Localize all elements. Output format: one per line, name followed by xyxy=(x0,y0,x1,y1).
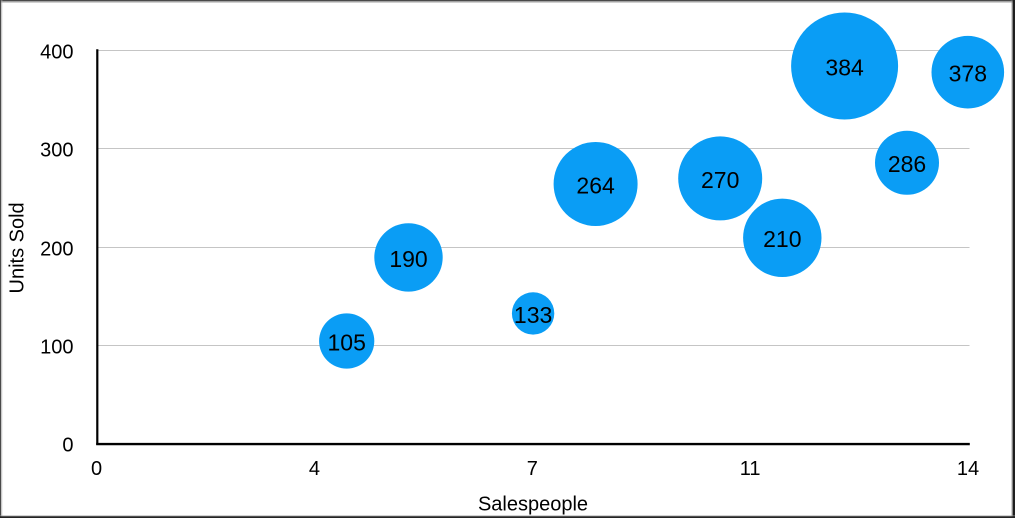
svg-text:0: 0 xyxy=(91,458,102,480)
svg-text:105: 105 xyxy=(328,329,366,355)
svg-text:100: 100 xyxy=(40,336,73,358)
svg-text:133: 133 xyxy=(514,302,552,328)
svg-text:11: 11 xyxy=(740,458,761,480)
svg-text:300: 300 xyxy=(40,139,73,161)
svg-text:270: 270 xyxy=(701,167,739,193)
svg-text:264: 264 xyxy=(576,172,615,198)
svg-text:210: 210 xyxy=(763,226,801,252)
svg-text:Salespeople: Salespeople xyxy=(478,494,588,516)
svg-text:190: 190 xyxy=(389,246,427,272)
svg-text:286: 286 xyxy=(888,151,926,177)
svg-text:400: 400 xyxy=(40,41,73,63)
svg-text:200: 200 xyxy=(40,238,73,260)
svg-text:4: 4 xyxy=(309,458,320,480)
svg-text:378: 378 xyxy=(949,61,987,87)
svg-text:7: 7 xyxy=(527,458,538,480)
svg-text:384: 384 xyxy=(825,54,864,80)
svg-text:14: 14 xyxy=(957,458,979,480)
svg-text:0: 0 xyxy=(62,435,73,457)
svg-text:Units Sold: Units Sold xyxy=(7,202,29,293)
